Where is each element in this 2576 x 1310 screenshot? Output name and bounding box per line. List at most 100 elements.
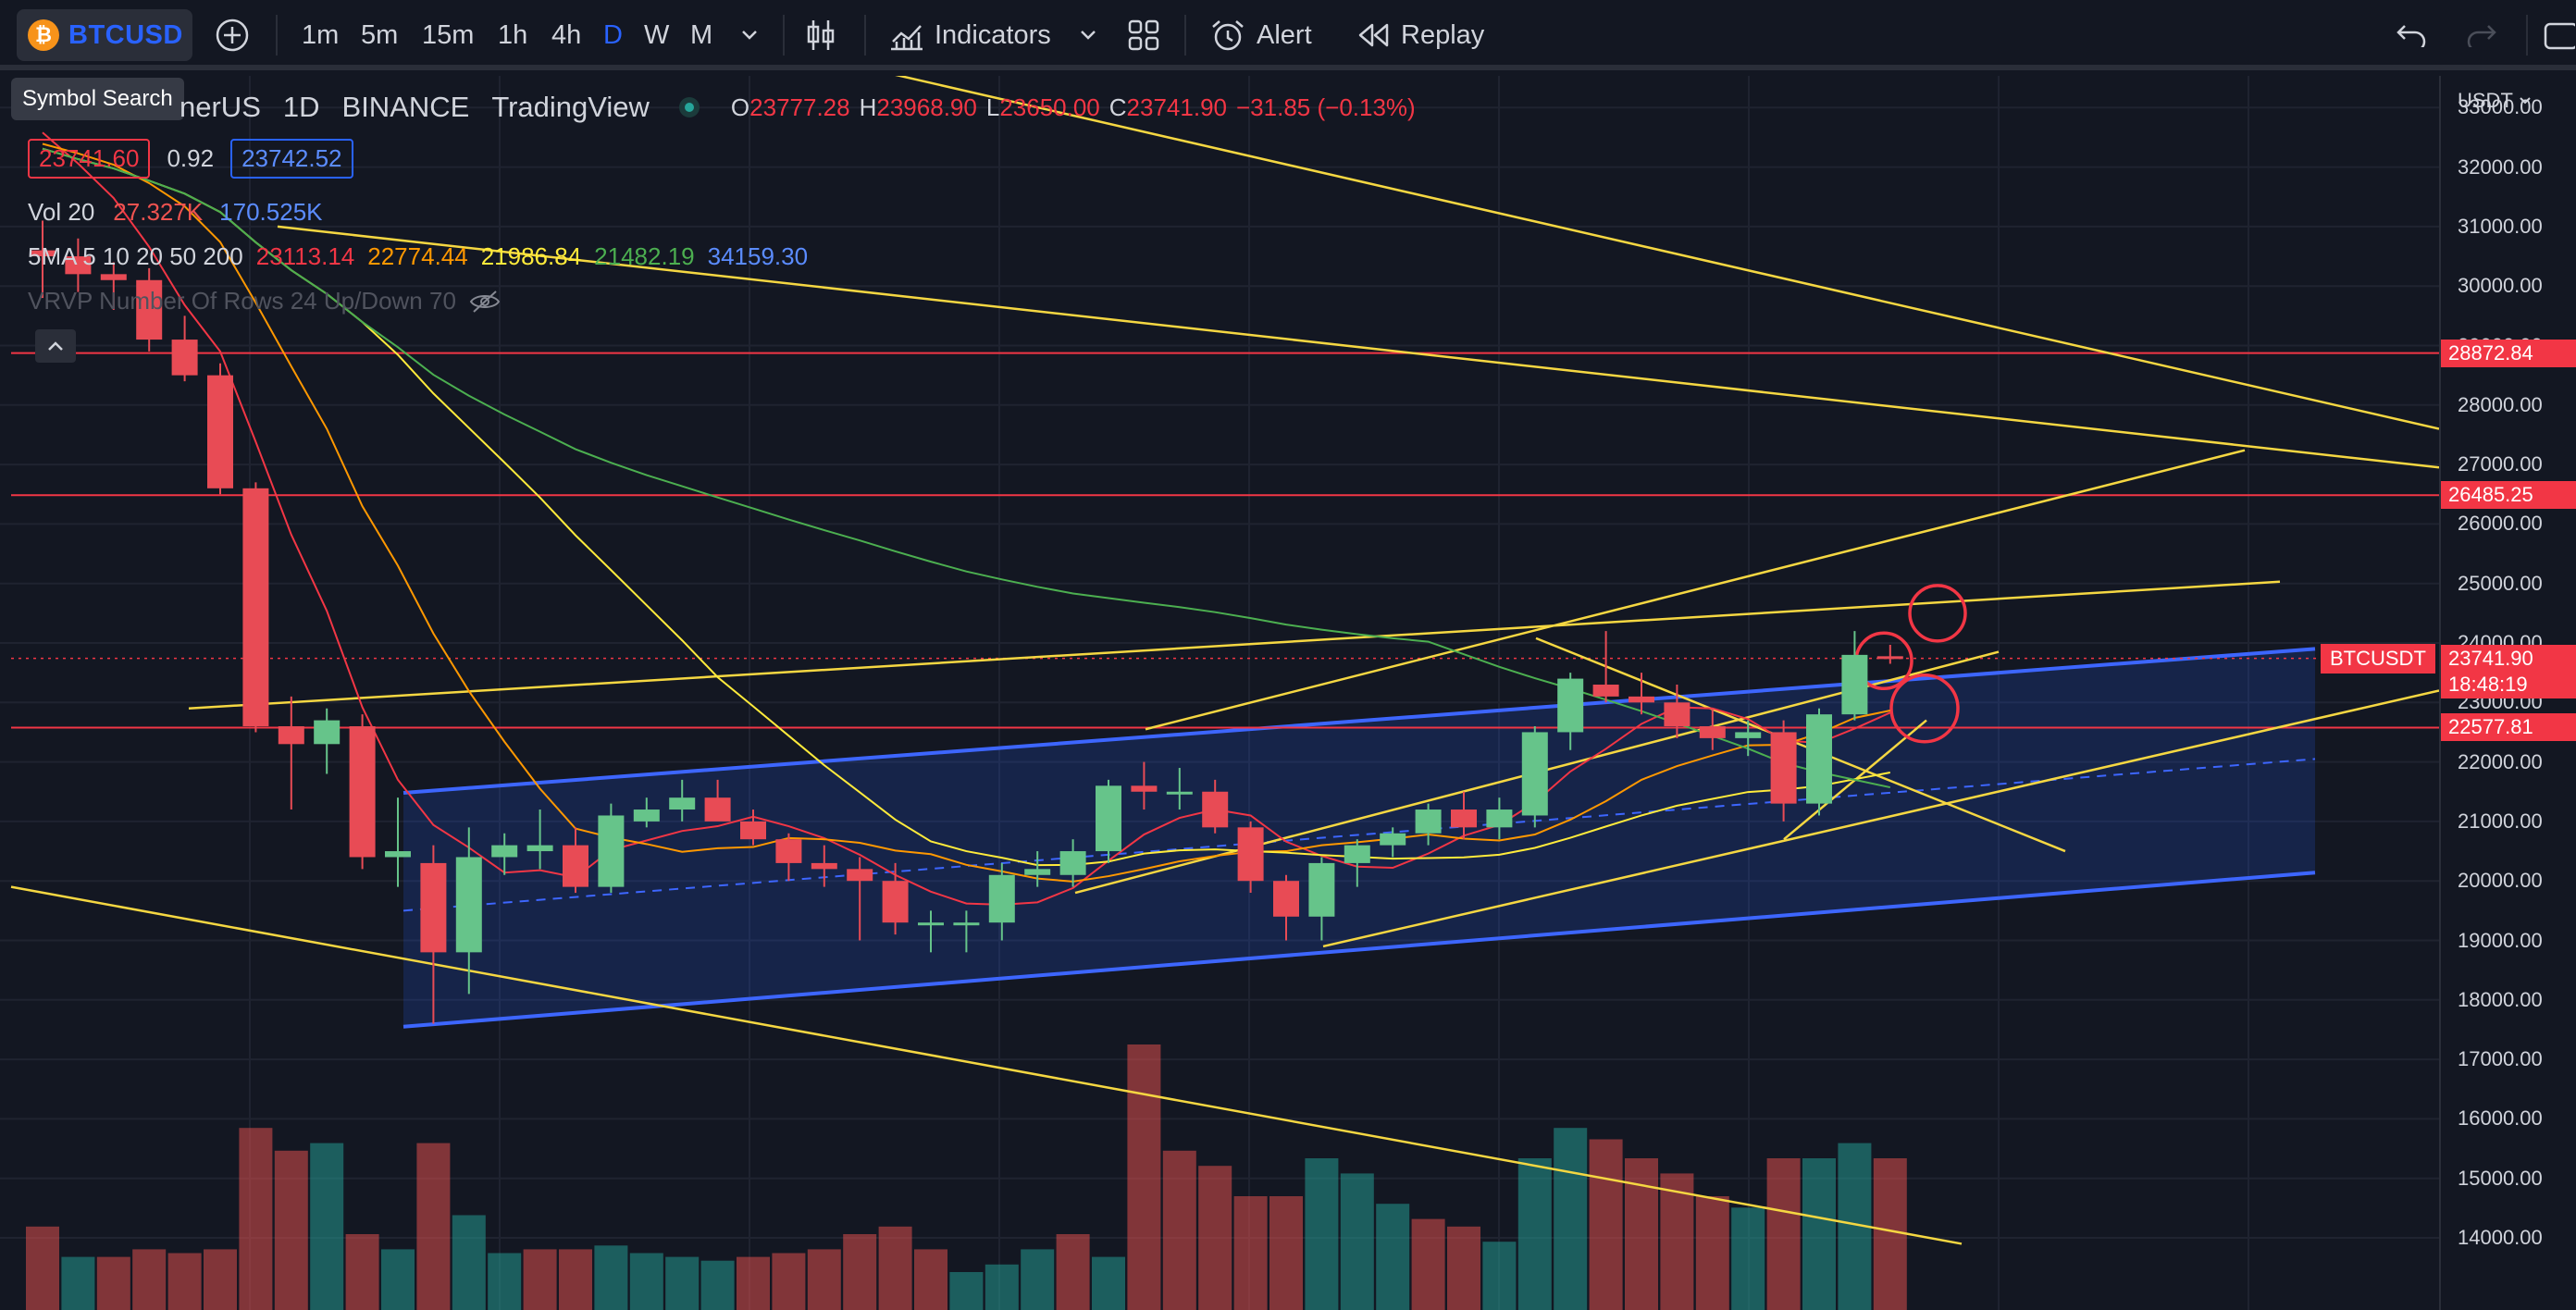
currency-selector[interactable]: USDT: [2458, 89, 2532, 113]
legend-exchange: BINANCE: [341, 91, 470, 123]
timeframe-4h[interactable]: 4h: [551, 19, 582, 50]
price-tick-label: 27000.00: [2458, 452, 2543, 476]
volume-bar: [843, 1234, 877, 1310]
ma-label: 5MA 5 10 20 50 200: [28, 242, 243, 270]
volume-bar: [1021, 1249, 1055, 1310]
ma200-value: 34159.30: [707, 242, 809, 270]
add-symbol-button[interactable]: [209, 0, 255, 70]
market-status-dot[interactable]: [678, 97, 700, 117]
indicators-button[interactable]: Indicators: [935, 19, 1051, 50]
ma50-value: 21482.19: [594, 242, 695, 270]
volume-bar: [1411, 1218, 1445, 1310]
timeframe-15m[interactable]: 15m: [422, 19, 475, 50]
undo-button[interactable]: [2391, 0, 2432, 70]
replay-button[interactable]: Replay: [1401, 19, 1485, 50]
price-tick-label: 16000.00: [2458, 1106, 2543, 1131]
price-change: −31.85 (−0.13%): [1236, 93, 1416, 121]
price-chart[interactable]: [0, 76, 2439, 1310]
candle-body: [1451, 809, 1477, 828]
timeframe-dropdown[interactable]: [733, 0, 766, 70]
timeframe-m[interactable]: M: [690, 19, 713, 50]
candle-body: [1344, 845, 1370, 863]
candle-body: [1308, 862, 1335, 917]
volume-bar: [1802, 1158, 1836, 1310]
candle-body: [1415, 809, 1442, 834]
price-tick-label: 32000.00: [2458, 154, 2543, 179]
sell-price-button[interactable]: 23741.60: [28, 139, 151, 179]
candle-body: [633, 809, 660, 822]
volume-bar: [204, 1249, 237, 1310]
ohlc-low-label: L: [985, 93, 1000, 121]
currency-label: USDT: [2458, 89, 2513, 112]
volume-bar: [1376, 1204, 1410, 1310]
symbol-search-tooltip: Symbol Search: [11, 78, 184, 120]
chart-type-button[interactable]: [798, 0, 844, 70]
timeframe-w[interactable]: W: [644, 19, 670, 50]
volume-bar: [416, 1143, 451, 1310]
price-tick-label: 15000.00: [2458, 1166, 2543, 1190]
buy-price-button[interactable]: 23742.52: [230, 139, 353, 179]
candles-icon: [807, 20, 835, 50]
trend-line: [10, 885, 1963, 1245]
timeframe-d[interactable]: D: [603, 19, 623, 50]
candle-body: [278, 726, 304, 745]
chevron-down-icon: [1081, 31, 1096, 40]
redo-button[interactable]: [2461, 0, 2502, 70]
volume-bar: [1127, 1044, 1161, 1310]
legend-interval: 1D: [282, 91, 320, 123]
vrvp-label: VRVP Number Of Rows 24 Up/Down 70: [28, 287, 456, 315]
candle-body: [1806, 714, 1832, 804]
timeframe-5m[interactable]: 5m: [361, 19, 399, 50]
indicators-icon[interactable]: [886, 0, 927, 70]
volume-ma-value: 170.525K: [219, 198, 323, 226]
candle-body: [420, 862, 447, 953]
volume-bar: [772, 1253, 806, 1310]
price-tick-label: 20000.00: [2458, 869, 2543, 893]
timeframe-1h[interactable]: 1h: [498, 19, 528, 50]
candle-body: [1592, 685, 1619, 697]
candle-body: [1664, 702, 1690, 727]
alert-button[interactable]: Alert: [1257, 19, 1312, 50]
volume-bar: [559, 1249, 592, 1310]
price-tick-label: 30000.00: [2458, 274, 2543, 298]
circle-annotation: [1889, 673, 1960, 744]
fullscreen-button[interactable]: [2541, 0, 2576, 70]
volume-bar: [61, 1256, 95, 1310]
redo-icon: [2467, 25, 2496, 47]
alarm-clock-icon[interactable]: [1207, 0, 1247, 70]
vrvp-legend[interactable]: VRVP Number Of Rows 24 Up/Down 70: [28, 287, 501, 315]
price-tick-label: 18000.00: [2458, 987, 2543, 1011]
horizontal-line-price-tag: 28872.84: [2441, 339, 2576, 367]
volume-bar: [381, 1249, 415, 1310]
candle-body: [1735, 732, 1762, 738]
volume-bar: [274, 1150, 308, 1310]
candle-body: [847, 869, 873, 882]
price-tick-label: 22000.00: [2458, 749, 2543, 773]
legend-title-row: nerUS 1D BINANCE TradingView O 23777.28 …: [180, 91, 1416, 124]
legend-symbol-name[interactable]: nerUS: [180, 91, 261, 123]
indicators-dropdown[interactable]: [1071, 0, 1105, 70]
volume-bar: [132, 1249, 167, 1310]
toolbar-divider: [1184, 15, 1186, 56]
price-tick-label: 28000.00: [2458, 392, 2543, 416]
volume-bar: [1056, 1234, 1090, 1310]
horizontal-line-price-tag: 26485.25: [2441, 481, 2576, 510]
channel-mid-line: [402, 758, 2316, 912]
volume-legend[interactable]: Vol 20 27.327K 170.525K: [28, 198, 323, 227]
ohlc-close: 23741.90: [1126, 93, 1227, 121]
collapse-legend-button[interactable]: [35, 329, 76, 363]
ma-legend[interactable]: 5MA 5 10 20 50 200 23113.14 22774.44 219…: [28, 242, 808, 271]
toolbar-divider: [2526, 15, 2528, 56]
volume-bar: [1198, 1166, 1232, 1310]
price-tick-label: 26000.00: [2458, 512, 2543, 536]
timeframe-1m[interactable]: 1m: [302, 19, 340, 50]
volume-bar: [1625, 1158, 1658, 1310]
ma5-value: 23113.14: [255, 242, 355, 270]
eye-hidden-icon: [469, 290, 501, 313]
symbol-button[interactable]: ₿ BTCUSD: [17, 9, 192, 61]
rewind-icon[interactable]: [1353, 0, 1393, 70]
layout-grid-button[interactable]: [1121, 0, 1166, 70]
candle-body: [882, 881, 909, 923]
parallel-channel: [403, 649, 2315, 1027]
toolbar-divider: [783, 15, 785, 56]
